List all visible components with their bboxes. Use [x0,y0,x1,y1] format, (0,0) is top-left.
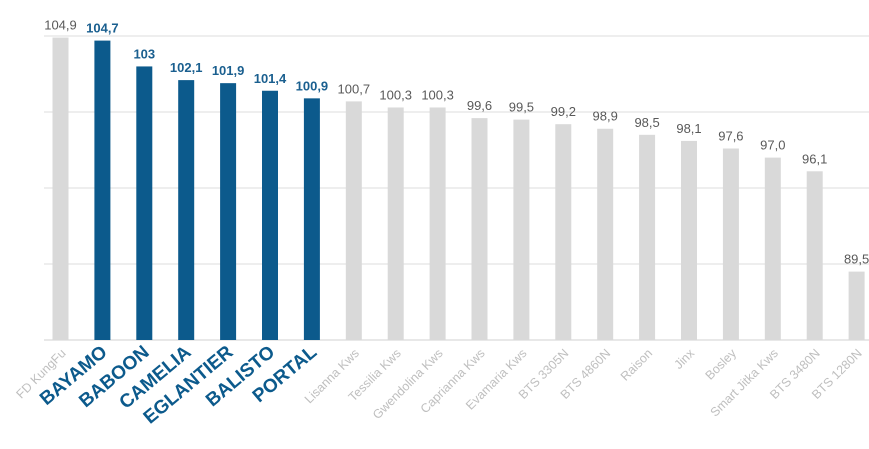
value-label: 104,9 [44,18,77,33]
bar-gwendolina-kws [429,107,446,340]
value-label: 98,9 [593,109,618,124]
bar-smart-jitka-kws [764,157,781,340]
value-label: 89,5 [844,252,869,267]
bar-balisto [262,90,278,340]
bar-bayamo [94,40,111,341]
value-label: 97,6 [718,129,743,144]
value-label: 99,6 [467,98,492,113]
value-label: 97,0 [760,138,785,153]
value-label: 98,1 [676,121,701,136]
bar-bts-3305n [555,124,572,341]
value-label: 101,9 [212,63,245,78]
bar-tessilia-kws [387,107,404,340]
bar-caprianna-kws [471,118,488,340]
value-label: 99,5 [509,100,534,115]
bars [52,37,865,341]
category-label: Jinx [671,346,697,372]
value-label: 100,3 [379,87,412,102]
value-label: 99,2 [551,104,576,119]
value-label: 102,1 [170,60,203,75]
gridlines [44,35,869,341]
bar-bosley [722,148,739,340]
bar-baboon [136,66,153,341]
value-label: 96,1 [802,151,827,166]
value-label: 98,5 [634,115,659,130]
value-label: 100,3 [421,87,454,102]
value-label: 101,4 [254,71,287,86]
bar-eglantier [220,83,237,340]
bar-portal [303,98,320,340]
value-label: 104,7 [86,21,119,36]
bar-jinx [681,140,697,340]
value-labels: 104,9 104,7 103 102,1 101,9 101,4 100,9 100,7 10… [44,18,869,267]
bar-raison [639,134,656,340]
category-label: Bosley [703,346,740,383]
bar-lisanna-kws [345,101,362,341]
bar-bts-4860n [597,128,614,340]
bar-camelia [178,80,195,340]
bar-fd-kungfu [52,37,69,340]
bar-bts-3480n [806,171,823,340]
value-label: 100,9 [296,78,329,93]
bar-evamaria-kws [513,119,530,340]
value-label: 103 [133,46,155,61]
category-labels: FD KungFuBAYAMOBABOONCAMELIAEGLANTIERBAL… [14,341,865,428]
category-label: Raison [618,346,655,383]
bar-bts-1280n [848,271,865,340]
value-label: 100,7 [338,81,371,96]
